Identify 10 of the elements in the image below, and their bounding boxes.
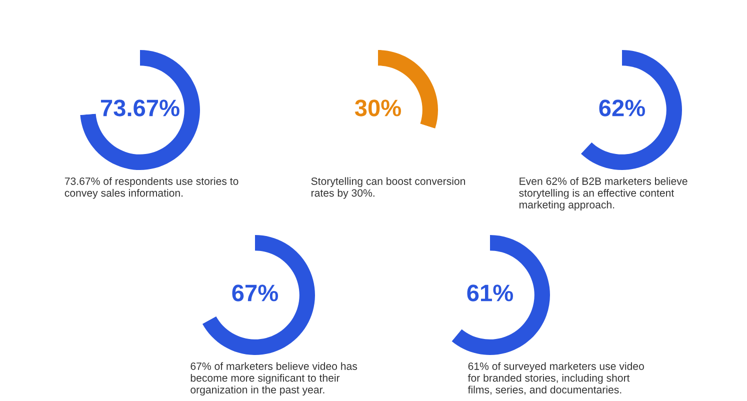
text: 67% of marketers believe video has become more significant to their organization in the past year. — [190, 362, 358, 396]
data-label: 30% — [354, 100, 402, 116]
text: 61% of surveyed marketers use video for branded stories, including short films, series, and documentaries. — [468, 362, 644, 395]
text: Storytelling can boost conversion rates by 30%. — [311, 177, 466, 199]
data-label: 67% — [232, 284, 278, 302]
data-label: 62% — [599, 100, 646, 116]
data-label: 61% — [467, 284, 514, 302]
text: Even 62% of B2B marketers believe storytelling is an effective content marketing approach. — [519, 177, 688, 211]
data-label: 73.67% — [100, 100, 180, 116]
text: 73.67% of respondents use stories to convey sales information. — [64, 177, 238, 199]
